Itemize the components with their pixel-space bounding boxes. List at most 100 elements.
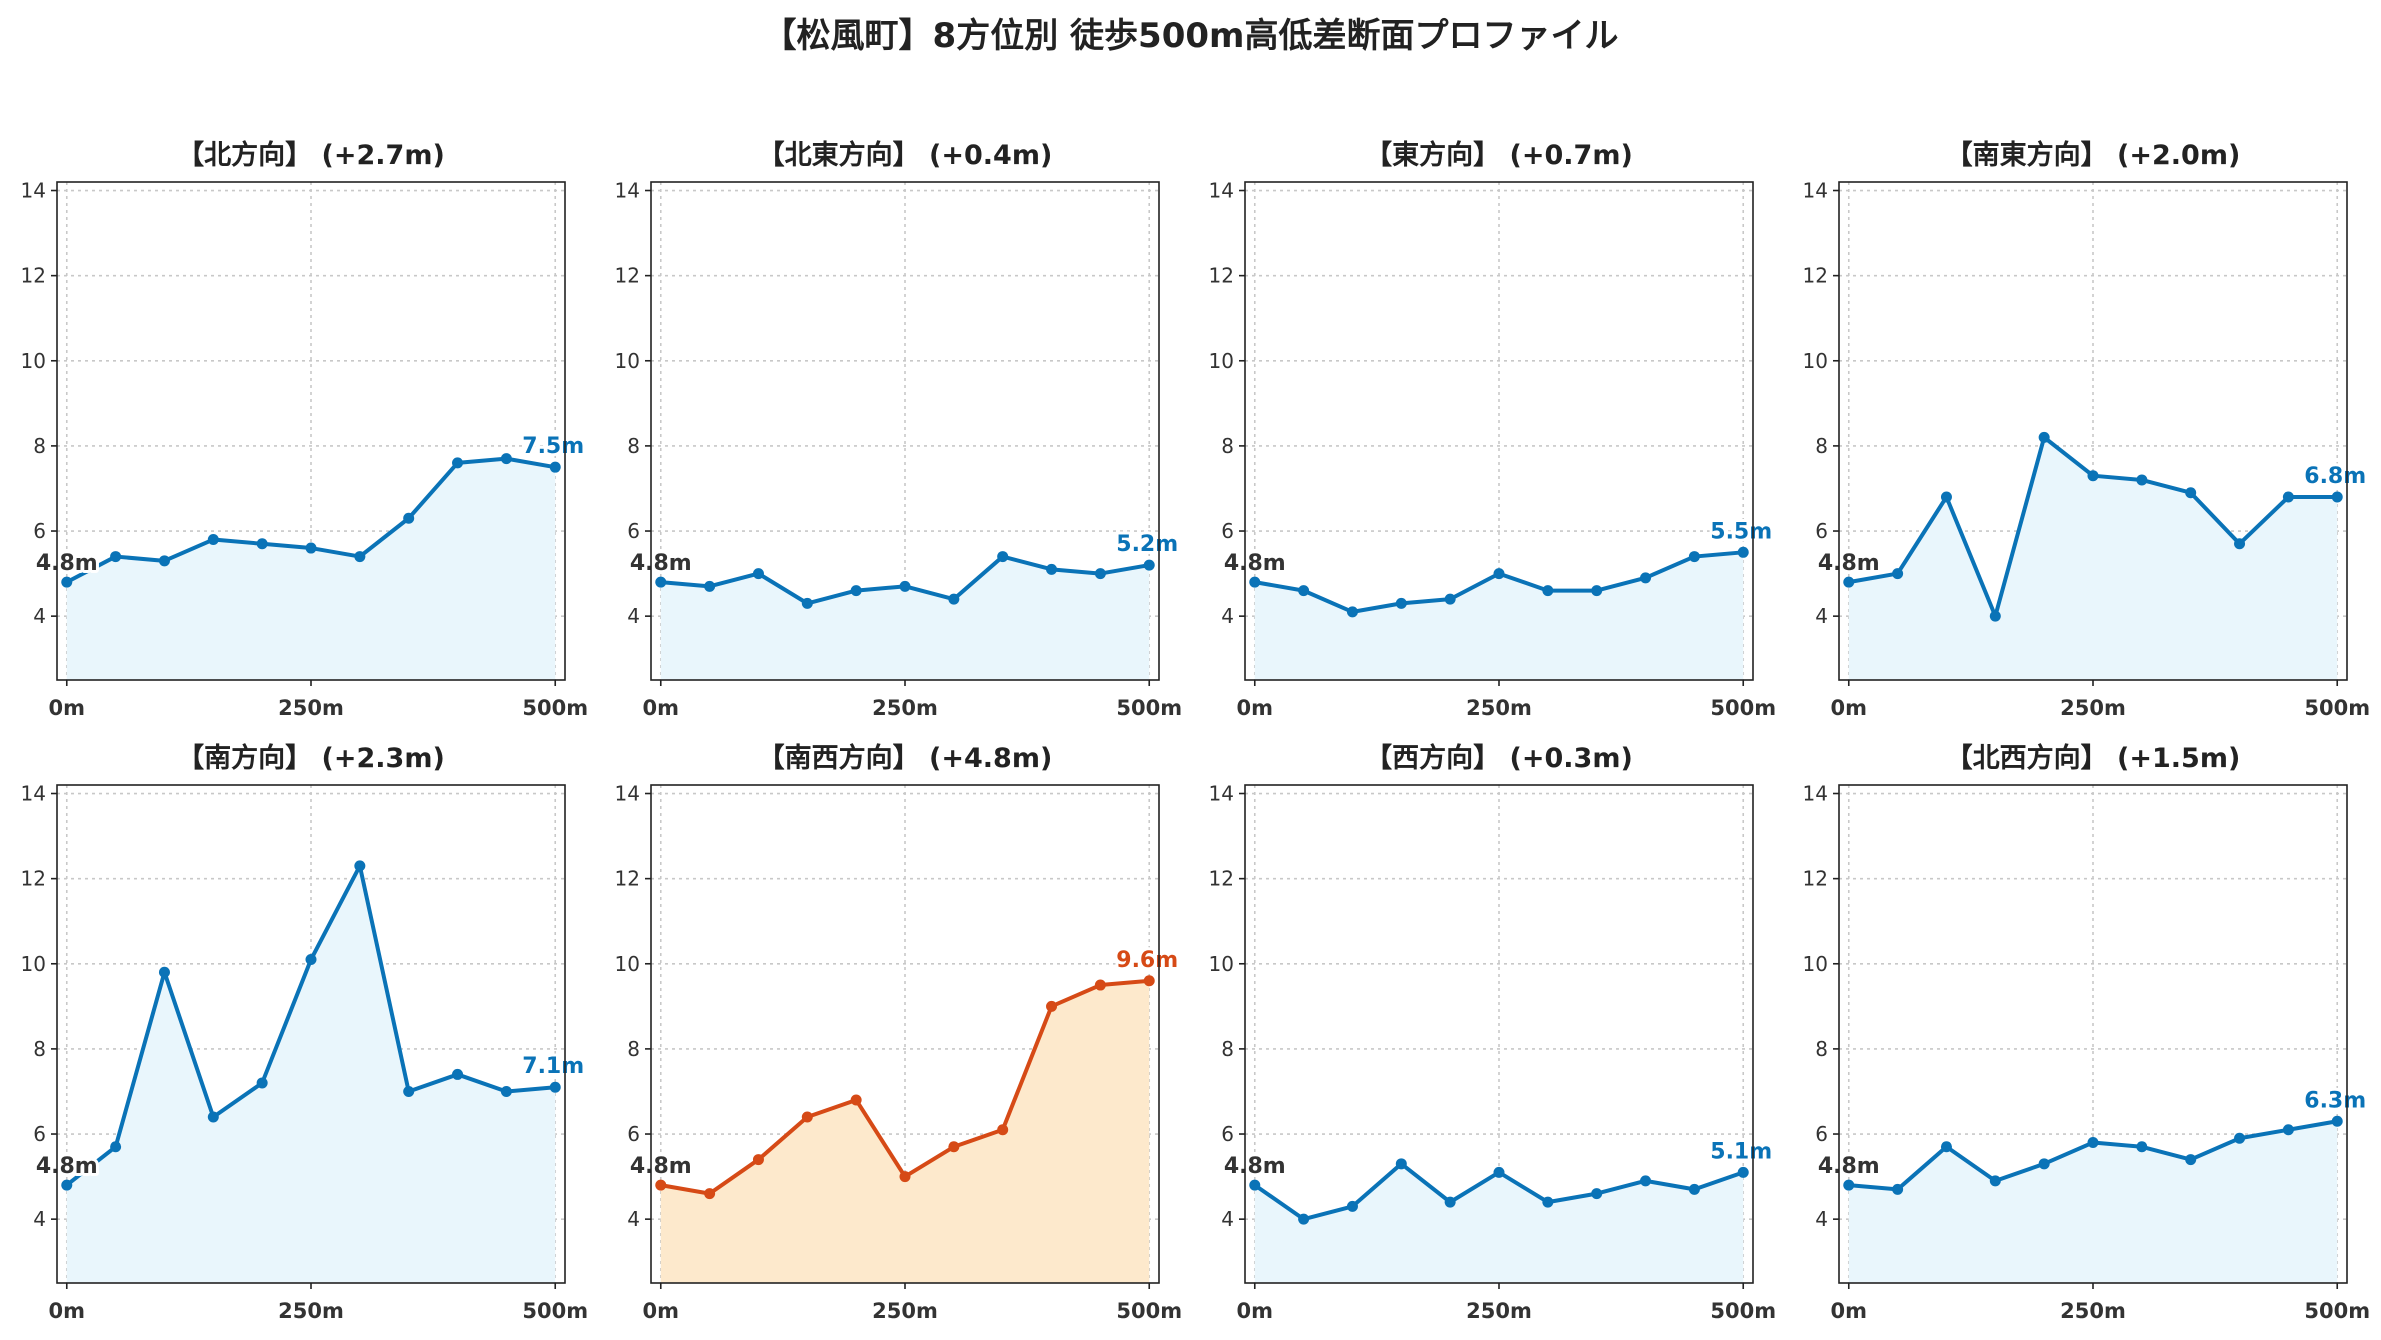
elevation-point: [354, 860, 366, 872]
y-tick-label: 4: [1815, 1207, 1828, 1231]
elevation-point: [2234, 538, 2246, 550]
elevation-point: [948, 1141, 960, 1153]
elevation-point: [354, 551, 366, 563]
figure-title: 【松風町】8方位別 徒歩500m高低差断面プロファイル: [762, 16, 1619, 56]
direction-panel: 【北東方向】 (+0.4m) 4 6 8 10 12 14 0m 250m 500m 4.8m 5.2…: [615, 139, 1183, 720]
x-tick-label: 500m: [522, 1299, 588, 1323]
elevation-point: [997, 551, 1009, 563]
end-elevation-label: 6.3m: [2304, 1088, 2366, 1113]
elevation-point: [61, 1179, 73, 1191]
y-tick-label: 12: [615, 264, 640, 288]
elevation-point: [1395, 1158, 1407, 1170]
x-tick-label: 0m: [643, 1299, 680, 1323]
end-elevation-label: 7.5m: [522, 434, 584, 459]
y-tick-label: 8: [1815, 1037, 1828, 1061]
end-elevation-label: 5.1m: [1710, 1139, 1772, 1164]
elevation-point: [1444, 593, 1456, 605]
elevation-point: [2087, 1137, 2099, 1149]
elevation-area: [66, 458, 556, 680]
x-tick-label: 500m: [1116, 696, 1182, 720]
elevation-point: [948, 593, 960, 605]
y-tick-label: 14: [1209, 782, 1234, 806]
y-tick-label: 14: [615, 782, 640, 806]
elevation-point: [1989, 1175, 2001, 1187]
elevation-point: [704, 580, 716, 592]
start-elevation-label: 4.8m: [630, 551, 692, 576]
elevation-area: [66, 865, 556, 1283]
elevation-point: [1143, 559, 1155, 571]
plot-frame: [1838, 784, 2348, 1284]
elevation-point: [2136, 1141, 2148, 1153]
direction-panel: 【南西方向】 (+4.8m) 4 6 8 10 12 14 0m 250m 500m 4.8m 9.6…: [615, 742, 1183, 1323]
panel-title: 【北西方向】 (+1.5m): [1946, 742, 2241, 774]
y-tick-label: 10: [21, 952, 46, 976]
elevation-area: [1254, 1163, 1744, 1283]
y-tick-label: 4: [627, 604, 640, 628]
y-tick-label: 4: [33, 604, 46, 628]
x-tick-label: 250m: [1466, 1299, 1532, 1323]
x-tick-label: 250m: [872, 1299, 938, 1323]
elevation-point: [2282, 1124, 2294, 1136]
elevation-point: [1493, 568, 1505, 580]
elevation-point: [1542, 585, 1554, 597]
direction-panel: 【南東方向】 (+2.0m) 4 6 8 10 12 14 0m 250m 500m 4.8m 6.8…: [1803, 139, 2371, 720]
elevation-point: [1346, 606, 1358, 618]
y-tick-label: 6: [33, 519, 46, 543]
panel-title: 【北方向】 (+2.7m): [177, 139, 445, 171]
x-tick-label: 500m: [2304, 696, 2370, 720]
y-tick-label: 8: [1221, 1037, 1234, 1061]
x-tick-label: 0m: [1237, 1299, 1274, 1323]
elevation-point: [899, 580, 911, 592]
elevation-point: [1892, 1183, 1904, 1195]
elevation-area: [660, 556, 1150, 680]
elevation-point: [110, 1141, 122, 1153]
elevation-point: [1493, 1166, 1505, 1178]
elevation-point: [2234, 1132, 2246, 1144]
plot-frame: [1838, 181, 2348, 681]
y-tick-label: 4: [1221, 1207, 1234, 1231]
elevation-point: [1940, 491, 1952, 503]
y-tick-label: 14: [1209, 179, 1234, 203]
elevation-point: [1249, 576, 1261, 588]
y-tick-label: 8: [1221, 434, 1234, 458]
elevation-point: [158, 555, 170, 567]
elevation-point: [403, 512, 415, 524]
elevation-point: [1843, 1179, 1855, 1191]
elevation-point: [61, 576, 73, 588]
y-tick-label: 6: [1221, 1122, 1234, 1146]
y-tick-label: 14: [1803, 179, 1828, 203]
elevation-point: [1940, 1141, 1952, 1153]
panel-title: 【東方向】 (+0.7m): [1365, 139, 1633, 171]
start-elevation-label: 4.8m: [36, 551, 98, 576]
y-tick-label: 12: [1803, 867, 1828, 891]
elevation-point: [1640, 572, 1652, 584]
y-tick-label: 4: [627, 1207, 640, 1231]
y-tick-label: 6: [1221, 519, 1234, 543]
elevation-point: [207, 534, 219, 546]
y-tick-label: 12: [21, 264, 46, 288]
elevation-point: [403, 1085, 415, 1097]
x-tick-label: 250m: [872, 696, 938, 720]
start-elevation-label: 4.8m: [1224, 551, 1286, 576]
elevation-point: [801, 597, 813, 609]
elevation-area: [660, 980, 1150, 1283]
elevation-point: [1688, 551, 1700, 563]
direction-panel: 【北方向】 (+2.7m) 4 6 8 10 12 14 0m 250m 500m 4.8m 7.5m: [21, 139, 589, 720]
elevation-point: [655, 576, 667, 588]
elevation-point: [801, 1111, 813, 1123]
y-tick-label: 10: [1209, 952, 1234, 976]
y-tick-label: 14: [21, 782, 46, 806]
elevation-point: [452, 1068, 464, 1080]
y-tick-label: 8: [627, 434, 640, 458]
start-elevation-label: 4.8m: [1818, 551, 1880, 576]
y-tick-label: 6: [1815, 1122, 1828, 1146]
elevation-point: [110, 551, 122, 563]
elevation-area: [1848, 1121, 2338, 1283]
elevation-point: [1346, 1200, 1358, 1212]
y-tick-label: 10: [1209, 349, 1234, 373]
y-tick-label: 4: [33, 1207, 46, 1231]
elevation-point: [704, 1188, 716, 1200]
elevation-point: [500, 1085, 512, 1097]
elevation-area: [1848, 437, 2338, 680]
